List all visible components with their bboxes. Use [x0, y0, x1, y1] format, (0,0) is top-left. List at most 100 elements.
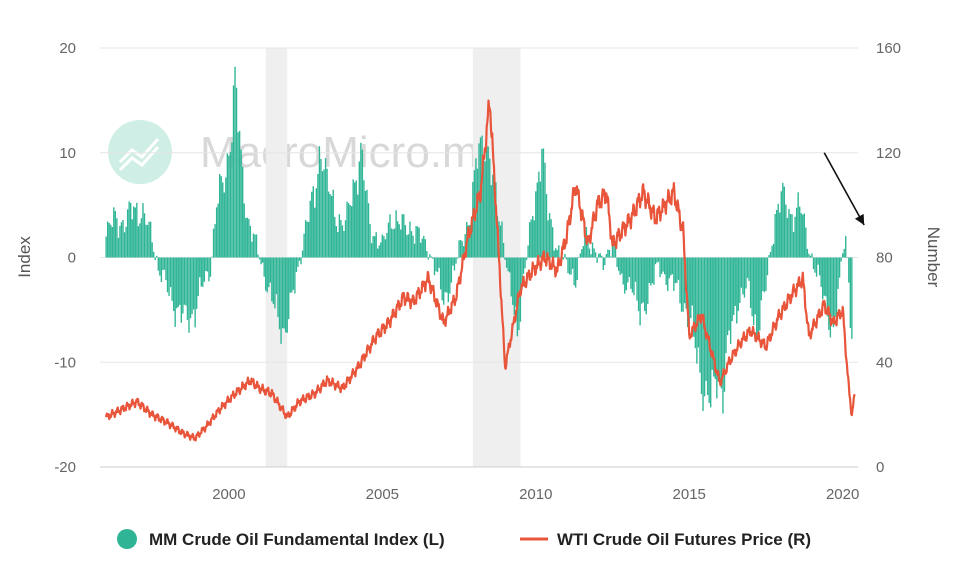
- index-bar: [588, 248, 591, 258]
- index-bar: [195, 257, 198, 309]
- index-bar: [742, 257, 744, 295]
- index-bar: [710, 257, 712, 408]
- x-tick-label: 2000: [212, 486, 245, 503]
- index-bar: [403, 214, 405, 258]
- index-bar: [705, 257, 707, 381]
- index-bar: [223, 192, 225, 258]
- index-bar: [229, 151, 232, 258]
- index-bar: [242, 166, 244, 258]
- index-bar: [639, 257, 641, 326]
- index-bar: [594, 252, 597, 258]
- index-bar: [347, 203, 350, 258]
- index-bar: [654, 257, 657, 265]
- index-bar: [782, 182, 784, 258]
- index-bar: [311, 191, 313, 258]
- index-bar: [304, 220, 307, 258]
- index-bar: [331, 195, 333, 258]
- legend-item-fundamental-index[interactable]: MM Crude Oil Fundamental Index (L): [117, 529, 445, 549]
- index-bar: [386, 233, 388, 258]
- index-bar: [320, 158, 322, 258]
- index-bar: [337, 232, 339, 258]
- index-bar: [596, 257, 598, 263]
- index-bar: [627, 257, 629, 283]
- index-bar: [306, 221, 308, 258]
- index-bar: [771, 245, 773, 258]
- index-bar: [389, 214, 391, 258]
- index-bar: [301, 250, 304, 258]
- index-bar: [329, 194, 331, 258]
- index-bar: [493, 179, 496, 258]
- index-bar: [513, 257, 515, 316]
- index-bar: [260, 257, 262, 265]
- index-bar: [823, 257, 825, 296]
- index-bar: [363, 180, 365, 258]
- index-bar: [582, 246, 585, 258]
- index-bar: [199, 257, 201, 278]
- right-tick-label: 80: [876, 250, 893, 267]
- index-bar: [515, 257, 517, 307]
- index-bar: [295, 257, 298, 272]
- index-bar: [656, 257, 658, 263]
- index-bar: [421, 238, 423, 258]
- index-bar: [808, 253, 810, 258]
- index-bar: [614, 247, 617, 258]
- index-bar: [559, 257, 562, 259]
- index-bar: [558, 245, 560, 258]
- index-bar: [726, 257, 729, 336]
- index-bar: [545, 194, 548, 258]
- index-bar: [420, 242, 422, 258]
- index-bar: [384, 239, 387, 258]
- index-bar: [728, 257, 730, 331]
- index-bar: [416, 226, 419, 258]
- index-bar: [667, 257, 669, 292]
- index-bar: [774, 214, 776, 258]
- index-bar: [441, 257, 443, 301]
- index-bar: [482, 155, 485, 258]
- left-tick-label: -10: [54, 354, 76, 371]
- index-bar: [357, 194, 359, 258]
- index-bar: [106, 221, 109, 258]
- index-bar: [208, 257, 210, 282]
- index-bar: [245, 218, 247, 258]
- index-bar: [739, 257, 741, 304]
- index-bar: [576, 257, 578, 281]
- index-bar: [788, 209, 790, 258]
- index-bar: [453, 257, 456, 271]
- index-bar: [481, 135, 483, 258]
- index-bar: [673, 257, 675, 291]
- index-bar: [492, 174, 494, 258]
- index-bar: [671, 257, 674, 275]
- index-bar: [621, 257, 623, 274]
- x-tick-label: 2005: [366, 486, 399, 503]
- index-bar: [851, 257, 853, 339]
- index-bar: [352, 179, 354, 258]
- index-bar: [272, 257, 275, 305]
- index-bar: [604, 257, 606, 266]
- index-bar: [159, 257, 161, 276]
- index-bar: [729, 257, 732, 344]
- index-bar: [568, 257, 571, 275]
- index-bar: [114, 211, 117, 258]
- index-bar: [268, 257, 270, 288]
- index-bar: [510, 257, 512, 297]
- index-bar: [570, 257, 572, 275]
- index-bar: [696, 257, 698, 364]
- legend-item-wti-price[interactable]: WTI Crude Oil Futures Price (R): [520, 530, 811, 549]
- index-bar: [128, 201, 130, 258]
- index-bar: [398, 224, 400, 258]
- index-bar: [691, 257, 693, 306]
- index-bar: [157, 257, 159, 271]
- index-bar: [662, 257, 664, 272]
- index-bar: [490, 185, 492, 258]
- index-bar: [288, 257, 290, 320]
- index-bar: [504, 257, 506, 260]
- index-bar: [406, 235, 408, 258]
- index-bar: [713, 257, 715, 377]
- index-bar: [608, 249, 611, 258]
- index-bar: [775, 209, 778, 258]
- index-bar: [723, 257, 726, 392]
- index-bar: [131, 219, 133, 258]
- index-bar: [584, 230, 586, 258]
- index-bar: [324, 158, 327, 258]
- index-bar: [203, 257, 206, 282]
